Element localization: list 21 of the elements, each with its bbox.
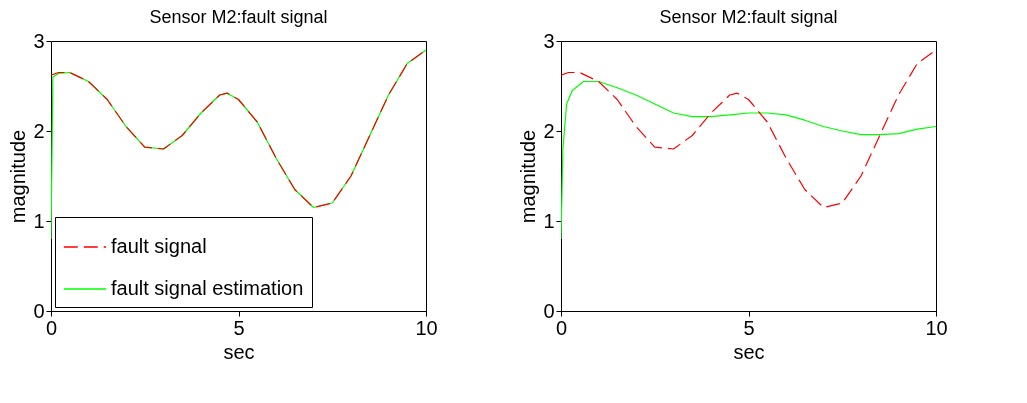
chart-title: Sensor M2:fault signal (659, 7, 838, 27)
x-tick-label: 10 (415, 316, 438, 339)
y-axis-title: magnitude (7, 129, 30, 224)
x-tick-label: 10 (925, 316, 948, 339)
y-tick-label: 0 (543, 299, 555, 322)
chart-title: Sensor M2:fault signal (149, 7, 328, 27)
legend-label: fault signal estimation (111, 277, 304, 299)
legend-label: fault signal (111, 235, 207, 257)
y-tick-label: 3 (543, 29, 555, 52)
line-series (561, 80, 936, 240)
y-tick-label: 2 (33, 119, 45, 142)
x-axis-title: sec (733, 340, 765, 363)
y-tick-label: 3 (33, 29, 45, 52)
x-tick-label: 5 (233, 316, 245, 339)
y-tick-label: 1 (33, 209, 45, 232)
y-axis-title: magnitude (517, 129, 540, 224)
y-tick-label: 0 (33, 299, 45, 322)
y-tick-label: 2 (543, 119, 555, 142)
x-axis-title: sec (223, 340, 255, 363)
y-tick-label: 1 (543, 209, 555, 232)
x-tick-label: 5 (743, 316, 755, 339)
